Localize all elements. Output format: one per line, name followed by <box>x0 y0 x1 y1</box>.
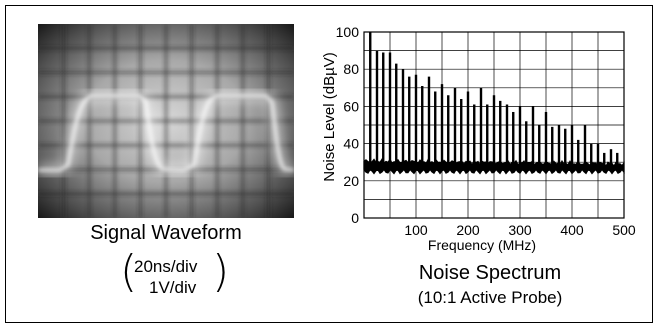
noise-spectrum-chart: 0 20 40 60 80 100 100 200 300 400 500 Noise Level… <box>321 24 636 253</box>
time-scale-label: 20ns/div <box>134 257 198 276</box>
waveform-image <box>38 24 294 218</box>
spectrum-bars <box>369 32 619 170</box>
oscilloscope-screen <box>38 24 294 218</box>
plot-border <box>363 31 625 219</box>
scope-settings: ( 20ns/div 1V/div ) <box>120 248 230 298</box>
y-tick-label: 100 <box>336 24 360 40</box>
y-tick-label: 0 <box>351 210 359 226</box>
y-tick-label: 40 <box>343 136 359 152</box>
y-tick-label: 60 <box>343 98 359 114</box>
x-tick-label: 300 <box>508 222 532 238</box>
y-tick-labels: 0 20 40 60 80 100 <box>336 24 360 226</box>
x-tick-label: 500 <box>612 222 636 238</box>
x-axis-label: Frequency (MHz) <box>428 237 536 253</box>
y-tick-label: 20 <box>343 173 359 189</box>
x-tick-labels: 100 200 300 400 500 <box>404 222 636 238</box>
x-tick-label: 200 <box>456 222 480 238</box>
y-tick-label: 80 <box>343 61 359 77</box>
spectrum-subcaption: (10:1 Active Probe) <box>417 288 563 307</box>
waveform-caption: Signal Waveform <box>90 222 242 244</box>
right-paren: ) <box>212 246 230 297</box>
left-paren: ( <box>120 246 138 297</box>
x-tick-label: 400 <box>560 222 584 238</box>
x-tick-label: 100 <box>404 222 428 238</box>
y-axis-label: Noise Level (dBµV) <box>321 52 338 182</box>
spectrum-caption: Noise Spectrum <box>418 262 562 284</box>
volt-scale-label: 1V/div <box>149 278 197 297</box>
